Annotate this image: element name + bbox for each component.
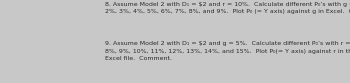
Text: 8. Assume Model 2 with D₁ = $2 and r = 10%.  Calculate different P₀’s with g = 0: 8. Assume Model 2 with D₁ = $2 and r = 1… <box>105 2 350 15</box>
Text: 9. Assume Model 2 with D₁ = $2 and g = 5%.  Calculate different P₀’s with r = 6%: 9. Assume Model 2 with D₁ = $2 and g = 5… <box>105 42 350 61</box>
